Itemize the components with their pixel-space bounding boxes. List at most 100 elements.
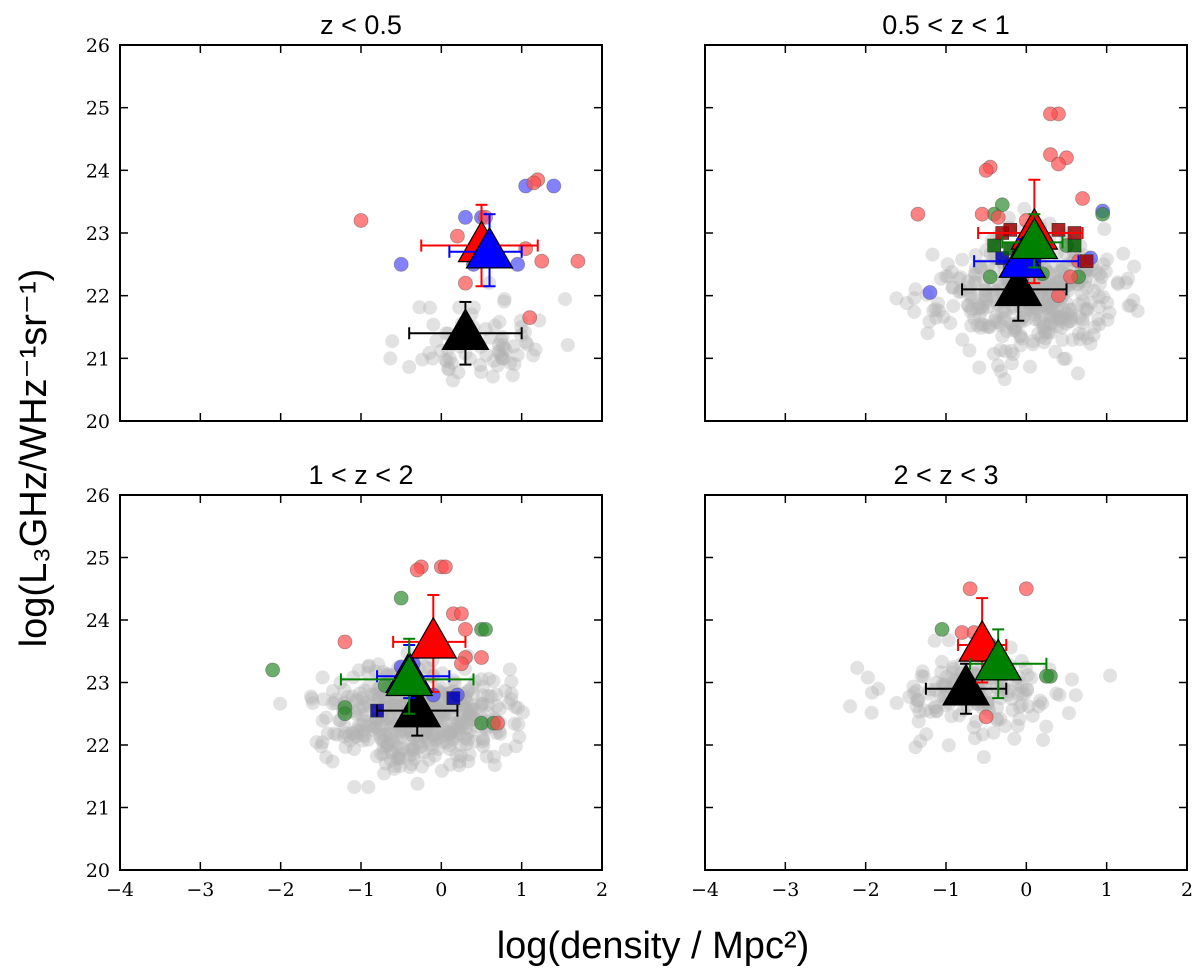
grey-point (481, 689, 496, 703)
grey-point (491, 345, 506, 360)
plot-area (353, 172, 586, 388)
grey-point (1100, 312, 1115, 327)
grey-point (945, 280, 960, 295)
grey-point (507, 357, 522, 372)
grey-point (987, 313, 1002, 328)
grey-point (1016, 303, 1031, 318)
grey-point (365, 722, 380, 737)
grey-point (1004, 691, 1019, 706)
grey-point (976, 318, 991, 333)
grey-point (360, 719, 374, 734)
grey-point (474, 696, 489, 711)
grey-point (418, 659, 433, 674)
grey-point (442, 726, 457, 741)
blue-point (546, 178, 562, 194)
grey-point (929, 704, 944, 719)
grey-point (928, 682, 943, 697)
red-point (1051, 288, 1066, 304)
x-tick-label: −3 (771, 879, 799, 901)
grey-point (390, 739, 405, 754)
grey-point (473, 358, 488, 372)
grey-point (405, 740, 420, 755)
grey-point (387, 759, 402, 774)
grey-point (1080, 280, 1095, 295)
grey-point (325, 754, 340, 769)
black-mean-triangle (942, 663, 991, 706)
grey-point (351, 724, 366, 739)
grey-point (350, 723, 365, 738)
grey-point (364, 687, 379, 702)
grey-point (371, 690, 386, 705)
grey-point (497, 351, 512, 366)
grey-point (1091, 289, 1106, 304)
grey-point (1052, 275, 1067, 290)
grey-point (902, 689, 917, 704)
grey-point (865, 685, 880, 700)
grey-point (498, 683, 513, 698)
grey-point (944, 709, 959, 724)
grey-point (435, 734, 450, 749)
grey-point (463, 723, 478, 738)
grey-point (1046, 259, 1060, 274)
red-point (454, 656, 469, 672)
x-tick-label: −2 (852, 879, 880, 901)
grey-point (1058, 351, 1073, 366)
grey-point (961, 274, 976, 289)
grey-point (384, 744, 399, 759)
panel-4: −4 −3 −2 −1 0 1 2 2 < z < 3 (691, 460, 1193, 901)
grey-point (424, 737, 439, 752)
grey-point (384, 696, 399, 711)
grey-point (487, 318, 502, 333)
grey-point (986, 289, 1001, 304)
grey-point (934, 665, 949, 680)
grey-point (444, 356, 459, 371)
x-tick-label: −1 (932, 879, 960, 901)
green-square-point (987, 238, 1002, 253)
grey-point (946, 662, 961, 677)
grey-point (922, 314, 937, 329)
grey-point (403, 723, 418, 738)
grey-point (486, 353, 501, 368)
red-point (974, 206, 990, 222)
grey-point (385, 732, 400, 747)
grey-point (497, 341, 512, 356)
grey-point (978, 289, 992, 304)
y-tick-label: 21 (86, 798, 110, 820)
black-mean-triangle (441, 307, 490, 350)
grey-point (963, 304, 978, 319)
green-mean-triangle (1010, 217, 1059, 260)
grey-point (1130, 304, 1145, 318)
grey-point (972, 300, 987, 315)
grey-point (345, 689, 360, 704)
grey-point (426, 728, 441, 743)
grey-point (402, 742, 417, 757)
red-point (978, 709, 994, 725)
grey-point (379, 739, 394, 754)
y-tick-label: 24 (86, 610, 110, 632)
grey-point (993, 316, 1008, 331)
grey-point (998, 344, 1013, 359)
grey-point (404, 743, 419, 758)
grey-point (1049, 686, 1064, 701)
grey-point (860, 670, 875, 685)
grey-point (1027, 307, 1042, 322)
grey-point (390, 750, 405, 765)
grey-point (1063, 308, 1078, 323)
grey-point (986, 346, 1001, 361)
grey-point (410, 735, 425, 750)
grey-point (1086, 283, 1101, 298)
grey-point (1031, 699, 1046, 714)
x-tick-label: −4 (691, 879, 719, 901)
grey-point (463, 702, 478, 717)
grey-point (430, 742, 445, 756)
blue-point (510, 256, 526, 272)
grey-point (995, 305, 1010, 320)
grey-point (388, 702, 403, 717)
grey-point (404, 757, 419, 772)
grey-point (475, 688, 490, 703)
grey-point (1038, 331, 1053, 346)
grey-point (358, 695, 373, 710)
grey-point (352, 701, 366, 716)
grey-point (495, 350, 510, 365)
grey-point (421, 733, 436, 748)
